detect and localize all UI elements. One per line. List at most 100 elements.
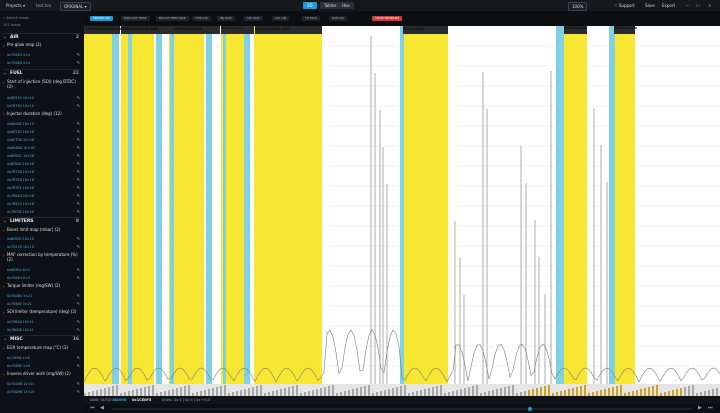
map-address[interactable]: 0x7D0E4 8×5 ✎	[7, 275, 80, 280]
scroll-thumb[interactable]	[528, 407, 532, 411]
edit-icon[interactable]: ✎	[76, 244, 80, 249]
scroll-left-icon[interactable]: ◀	[100, 405, 104, 411]
edit-icon[interactable]: ✎	[76, 103, 80, 108]
filter-chip[interactable]: RAM INJ	[329, 16, 347, 21]
filter-chip[interactable]: TQ MAX	[302, 16, 320, 21]
map-address[interactable]: 0x6E7D6 10×16 ✎	[7, 137, 80, 142]
search-input[interactable]: ⌕ Search maps	[3, 16, 29, 20]
category-fuel[interactable]: ⌄ FUEL 22	[3, 71, 79, 76]
map-address[interactable]: 0x6E578 10×16 ✎	[7, 129, 80, 134]
map-address[interactable]: 0x6A58E 10×15 ✎	[7, 121, 80, 126]
map-address[interactable]: 0x7B7E8 10×16 ✎	[7, 177, 80, 182]
filter-chip[interactable]: SOI LIM	[272, 16, 290, 21]
edit-icon[interactable]: ✎	[76, 95, 80, 100]
edit-icon[interactable]: ✎	[76, 389, 80, 394]
map-item[interactable]: › Pre-glow map (2)	[3, 42, 42, 48]
map-item[interactable]: › SOI limiter (temperature) (deg) (2)	[3, 309, 77, 315]
scroll-right-icon[interactable]: ▶	[698, 405, 702, 411]
map-address[interactable]: 0x7E6BE 5×21 ✎	[7, 301, 80, 306]
map-address[interactable]: 0x6F8A0 10×16 ✎	[7, 161, 80, 166]
map-address[interactable]: 0x6EB5C 10×16 ✎	[7, 153, 80, 158]
map-address[interactable]: 0x7D0B4 5×21 ✎	[7, 293, 80, 298]
edit-icon[interactable]: ✎	[76, 185, 80, 190]
map-address[interactable]: 0x7D0E8 4×4 ✎	[7, 60, 80, 65]
map-address[interactable]: 0x7D0E4 4×4 ✎	[7, 52, 80, 57]
horizontal-scrollbar[interactable]: ⏮ ◀ ▶ ⏭	[84, 404, 720, 413]
edit-icon[interactable]: ✎	[76, 177, 80, 182]
filter-chip[interactable]: TORQUE	[192, 16, 211, 21]
map-address[interactable]: 0x7B914 10×16 ✎	[7, 201, 80, 206]
edit-icon[interactable]: ✎	[76, 60, 80, 65]
map-item[interactable]: › Torque limiter (mg/SW) (2)	[3, 283, 61, 289]
edit-icon[interactable]: ✎	[76, 129, 80, 134]
zoom-dropdown[interactable]: 100%	[568, 2, 588, 11]
support-link[interactable]: ♡ Support	[614, 3, 635, 8]
save-button[interactable]: Save	[645, 3, 655, 8]
filter-chip[interactable]: EGR/VNT TEMP	[121, 16, 150, 21]
category-limiters[interactable]: ⌄ LIMITERS 8	[3, 219, 79, 224]
map-address[interactable]: 0x7D80E 1×8 ✎	[7, 363, 80, 368]
edit-icon[interactable]: ✎	[76, 275, 80, 280]
map-address[interactable]: 0x7B7F4 10×16 ✎	[7, 185, 80, 190]
maximize-icon[interactable]: ☐	[696, 3, 700, 8]
map-item[interactable]: › Start of injection (SOI) (deg BTDC) (2)	[3, 79, 76, 89]
minimize-icon[interactable]: —	[685, 3, 689, 8]
filter-chip[interactable]: SMOKE LIM	[90, 16, 113, 21]
map-address[interactable]: 0x7D1F8 10×10 ✎	[7, 244, 80, 249]
filter-chip[interactable]: CODE PROBLEM	[372, 16, 403, 21]
map-item[interactable]: › MAF correction by temperature (%) (2)	[3, 252, 78, 262]
map-address[interactable]: 0x7B758 10×16 ✎	[7, 169, 80, 174]
edit-icon[interactable]: ✎	[76, 201, 80, 206]
edit-icon[interactable]: ✎	[76, 169, 80, 174]
edit-icon[interactable]: ✎	[76, 293, 80, 298]
map-item[interactable]: › EGR temperature map (°C) (2)	[3, 345, 69, 351]
edit-icon[interactable]: ✎	[76, 301, 80, 306]
edit-icon[interactable]: ✎	[76, 145, 80, 150]
map-address[interactable]: 0x6D1F4 10×10 ✎	[7, 95, 80, 100]
map-item[interactable]: › Inverse driver wish (mg/SW) (2)	[3, 371, 71, 377]
map-address[interactable]: 0x7D09B 12×15 ✎	[7, 389, 80, 394]
edit-icon[interactable]: ✎	[76, 236, 80, 241]
filter-chip[interactable]: SOI MAP	[244, 16, 263, 21]
close-icon[interactable]: ✕	[708, 3, 712, 8]
map-address[interactable]: 0x7B8A4 10×16 ✎	[7, 193, 80, 198]
map-address[interactable]: 0x7B794 10×10 ✎	[7, 103, 80, 108]
edit-icon[interactable]: ✎	[76, 193, 80, 198]
scroll-track[interactable]	[112, 407, 692, 411]
map-address[interactable]: 0x74E9A 1×8 ✎	[7, 355, 80, 360]
map-address[interactable]: 0x6EAD6 10×16 ✎	[7, 145, 80, 150]
filter-chip[interactable]: BOOST PRES MAP	[156, 16, 189, 21]
map-address[interactable]: 0x6E8B4 8×5 ✎	[7, 267, 80, 272]
filter-chip[interactable]: INJ DUR	[217, 16, 235, 21]
edit-icon[interactable]: ✎	[76, 161, 80, 166]
map-address[interactable]: 0x7B006 10×11 ✎	[7, 327, 80, 332]
edit-icon[interactable]: ✎	[76, 267, 80, 272]
tab-2d[interactable]: 2D	[303, 2, 317, 9]
hex-2d-view[interactable]: UNRECOGNISED MAP UNRECOGNISED MAP UNRECO…	[84, 26, 720, 396]
map-item[interactable]: › Injector duration (deg) (12)	[3, 111, 62, 117]
category-air[interactable]: ⌄ AIR 2	[3, 35, 79, 40]
edit-icon[interactable]: ✎	[76, 327, 80, 332]
map-address[interactable]: 0x7BF28 10×16 ✎	[7, 209, 80, 214]
category-misc[interactable]: ⌄ MISC 16	[3, 337, 79, 342]
tab-tables[interactable]: Tables	[320, 2, 341, 9]
edit-icon[interactable]: ✎	[76, 137, 80, 142]
edit-icon[interactable]: ✎	[76, 381, 80, 386]
map-address[interactable]: 0x79B26 10×11 ✎	[7, 319, 80, 324]
edit-icon[interactable]: ✎	[76, 153, 80, 158]
map-address[interactable]: 0x6EB92 10×10 ✎	[7, 236, 80, 241]
map-address[interactable]: 0x7D09B 12×15 ✎	[7, 381, 80, 386]
edit-icon[interactable]: ✎	[76, 363, 80, 368]
tab-hex[interactable]: Hex	[338, 2, 354, 9]
edit-icon[interactable]: ✎	[76, 319, 80, 324]
export-button[interactable]: Export	[662, 3, 676, 8]
edit-icon[interactable]: ✎	[76, 52, 80, 57]
edit-icon[interactable]: ✎	[76, 209, 80, 214]
map-item[interactable]: › Boost limit map (mbar) (2)	[3, 227, 61, 233]
file-mode-dropdown[interactable]: ORIGINAL ▾	[60, 2, 91, 11]
edit-icon[interactable]: ✎	[76, 121, 80, 126]
scroll-start-icon[interactable]: ⏮	[90, 405, 95, 411]
scroll-end-icon[interactable]: ⏭	[708, 405, 713, 411]
projects-menu[interactable]: Projects ▾	[6, 3, 26, 8]
edit-icon[interactable]: ✎	[76, 355, 80, 360]
